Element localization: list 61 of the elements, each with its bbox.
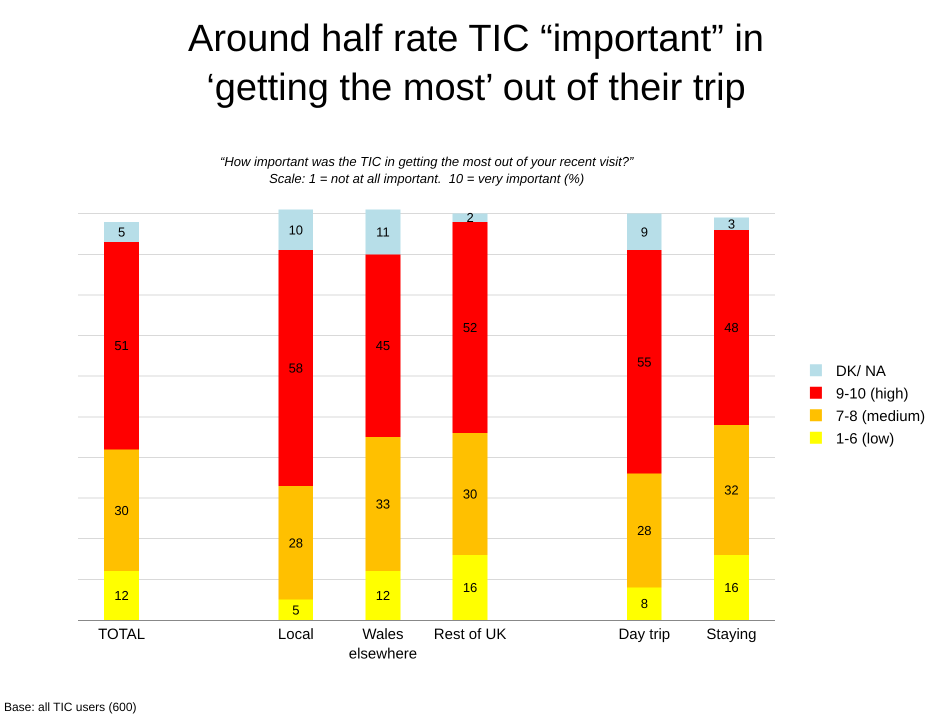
chart-subtitle: “How important was the TIC in getting the most out of your recent visit?” Scale: 1 = not at all important. 10 = very important (%) xyxy=(220,154,634,186)
data-label: 12 xyxy=(114,588,129,604)
bar xyxy=(366,210,400,254)
x-tick-label: Local xyxy=(278,626,314,643)
bar xyxy=(626,214,662,250)
data-label: 8 xyxy=(640,596,648,612)
x-tick-label: Day trip xyxy=(618,626,670,643)
bar xyxy=(104,571,139,620)
data-label: 11 xyxy=(376,224,390,240)
bar xyxy=(714,230,749,425)
bar xyxy=(104,449,139,572)
bar xyxy=(626,474,662,588)
bar xyxy=(714,424,749,555)
chart-title: Around half rate TIC “important” in ‘getting the most’ out of their trip xyxy=(188,18,764,110)
bar xyxy=(104,222,139,242)
bar xyxy=(452,433,488,555)
data-label: 58 xyxy=(288,360,304,376)
data-label: 45 xyxy=(376,338,390,354)
data-label: 30 xyxy=(462,486,478,502)
bar xyxy=(278,600,314,620)
data-label: 3 xyxy=(728,216,736,232)
legend-label: 9-10 (high) xyxy=(836,386,908,403)
x-tick-label: Wales elsewhere xyxy=(348,626,418,662)
bar xyxy=(626,250,662,474)
bar xyxy=(366,571,400,620)
data-label: 33 xyxy=(376,496,390,512)
legend-label: DK/ NA xyxy=(836,363,886,380)
data-label: 9 xyxy=(640,224,648,240)
data-label: 28 xyxy=(637,523,652,538)
data-label: 16 xyxy=(724,580,739,595)
data-label: 52 xyxy=(462,320,478,335)
bar xyxy=(278,210,314,250)
bar xyxy=(366,254,400,438)
legend-label: 7-8 (medium) xyxy=(836,408,926,426)
data-label: 2 xyxy=(466,210,474,226)
bar xyxy=(452,554,488,620)
x-tick-label: TOTAL xyxy=(98,626,146,643)
legend-label: 1-6 (low) xyxy=(836,430,894,448)
bar xyxy=(104,242,139,450)
data-label: 28 xyxy=(288,535,304,550)
data-label: 32 xyxy=(724,482,739,498)
data-label: 5 xyxy=(118,224,126,240)
data-label: 48 xyxy=(724,320,739,335)
x-tick-label: Staying xyxy=(706,626,756,643)
x-tick-label: Rest of UK xyxy=(434,626,506,643)
text: Base: all TIC users (600) xyxy=(4,700,136,714)
bar xyxy=(278,250,314,486)
bar xyxy=(278,486,314,600)
bar xyxy=(452,214,488,222)
bar xyxy=(626,587,662,620)
data-label: 51 xyxy=(114,338,129,354)
data-label: 55 xyxy=(637,354,652,370)
data-label: 5 xyxy=(292,602,300,618)
data-label: 12 xyxy=(376,588,390,604)
data-label: 10 xyxy=(288,222,304,238)
data-label: 30 xyxy=(114,502,129,518)
bar xyxy=(714,218,749,230)
data-label: 16 xyxy=(462,580,478,595)
bar xyxy=(714,554,749,620)
bar xyxy=(366,437,400,572)
bar xyxy=(452,222,488,434)
